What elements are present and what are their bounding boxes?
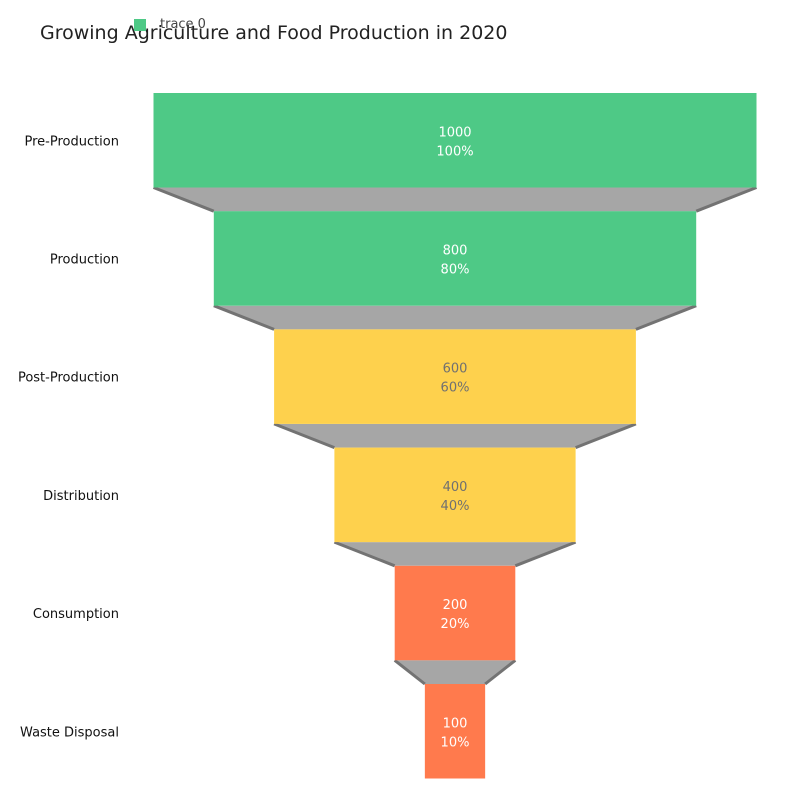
funnel-bar[interactable] — [394, 565, 516, 661]
category-tick-label: Production — [50, 252, 119, 267]
funnel-connector-edge — [333, 540, 396, 568]
funnel-connector — [274, 423, 636, 448]
funnel-value-label: 1000 — [438, 125, 471, 140]
category-tick-label: Pre-Production — [24, 134, 119, 149]
funnel-percent-label: 60% — [441, 381, 470, 396]
funnel-bar[interactable] — [153, 93, 757, 188]
funnel-connector-edge — [152, 186, 215, 213]
legend[interactable]: trace 0 — [134, 17, 206, 32]
funnel-connector-edge — [635, 304, 697, 331]
category-tick-label: Post-Production — [18, 371, 119, 386]
funnel-connector-edge — [393, 659, 426, 686]
funnel-connector-edge — [273, 422, 335, 449]
funnel-value-label: 100 — [443, 716, 468, 731]
chart-title: Growing Agriculture and Food Production … — [40, 22, 508, 44]
funnel-connector — [334, 542, 576, 566]
funnel-percent-label: 80% — [441, 262, 470, 277]
funnel-percent-label: 20% — [441, 617, 470, 632]
category-tick-label: Consumption — [33, 607, 119, 622]
funnel-percent-label: 10% — [441, 735, 470, 750]
funnel-percent-label: 100% — [436, 144, 473, 159]
funnel-connector-edge — [575, 422, 637, 449]
funnel-bar[interactable] — [334, 447, 576, 543]
funnel-connector-edge — [695, 186, 758, 213]
funnel-connector — [213, 305, 697, 330]
funnel-value-label: 200 — [443, 598, 468, 613]
funnel-connector-edge — [484, 659, 517, 686]
legend-swatch — [134, 18, 146, 31]
funnel-connector — [153, 187, 757, 212]
funnel-value-label: 600 — [443, 362, 468, 377]
funnel-connector-edge — [213, 304, 275, 331]
category-tick-label: Waste Disposal — [20, 725, 119, 740]
funnel-value-label: 400 — [443, 480, 468, 495]
funnel-bar[interactable] — [213, 211, 697, 306]
funnel-value-label: 800 — [443, 243, 468, 258]
funnel-percent-label: 40% — [441, 499, 470, 514]
category-tick-label: Distribution — [43, 489, 119, 504]
funnel-connector — [394, 660, 516, 684]
funnel-bar[interactable] — [424, 684, 486, 779]
funnel-bar[interactable] — [274, 329, 636, 424]
funnel-connector-edge — [514, 540, 577, 568]
legend-label: trace 0 — [160, 17, 206, 32]
